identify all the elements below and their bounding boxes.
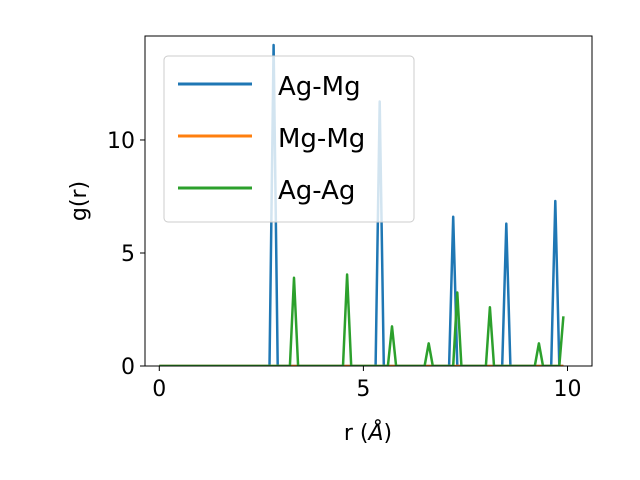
x-tick-label: 10 [554,377,582,402]
y-tick-label: 10 [107,129,135,154]
y-ticks: 0 5 10 [107,129,145,380]
legend-box [163,55,415,223]
x-tick-label: 5 [356,377,370,402]
x-axis-label: r (Å) [344,419,392,446]
legend: Ag-Mg Mg-Mg Ag-Ag [163,55,415,223]
legend-label-ag-ag: Ag-Ag [278,176,355,206]
x-ticks: 0 5 10 [152,366,582,402]
y-tick-label: 0 [121,355,135,380]
y-tick-label: 5 [121,242,135,267]
series-layer [159,43,565,366]
x-tick-label: 0 [152,377,166,402]
y-axis-label: g(r) [67,181,92,221]
series-line-ag-mg [159,43,564,366]
plot-frame [144,35,593,367]
legend-label-mg-mg: Mg-Mg [278,124,365,154]
legend-label-ag-mg: Ag-Mg [278,72,361,102]
series-line-ag-ag [159,273,565,366]
